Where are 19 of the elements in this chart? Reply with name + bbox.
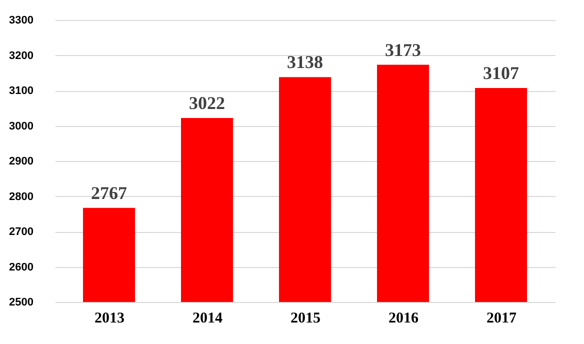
x-tick-label: 2014	[192, 310, 223, 326]
y-tick-label: 2500	[9, 296, 34, 308]
x-tick-label: 2013	[94, 310, 124, 326]
y-tick-label: 3000	[9, 120, 34, 132]
data-label: 3173	[385, 40, 421, 60]
y-tick-label: 3100	[9, 85, 34, 97]
x-tick-label: 2015	[290, 310, 320, 326]
data-label: 3107	[483, 63, 519, 84]
y-tick-label: 3300	[9, 14, 34, 26]
y-tick-label: 2600	[9, 261, 34, 274]
y-tick-label: 3200	[9, 50, 34, 62]
x-tick-label: 2016	[388, 310, 419, 326]
y-tick-label: 2900	[9, 156, 34, 168]
data-label: 3022	[189, 92, 225, 113]
y-tick-label: 2800	[9, 190, 34, 203]
data-label: 3138	[287, 52, 323, 72]
data-label: 2767	[91, 182, 127, 203]
y-tick-label: 2700	[9, 226, 34, 238]
x-tick-label: 2017	[486, 310, 517, 326]
